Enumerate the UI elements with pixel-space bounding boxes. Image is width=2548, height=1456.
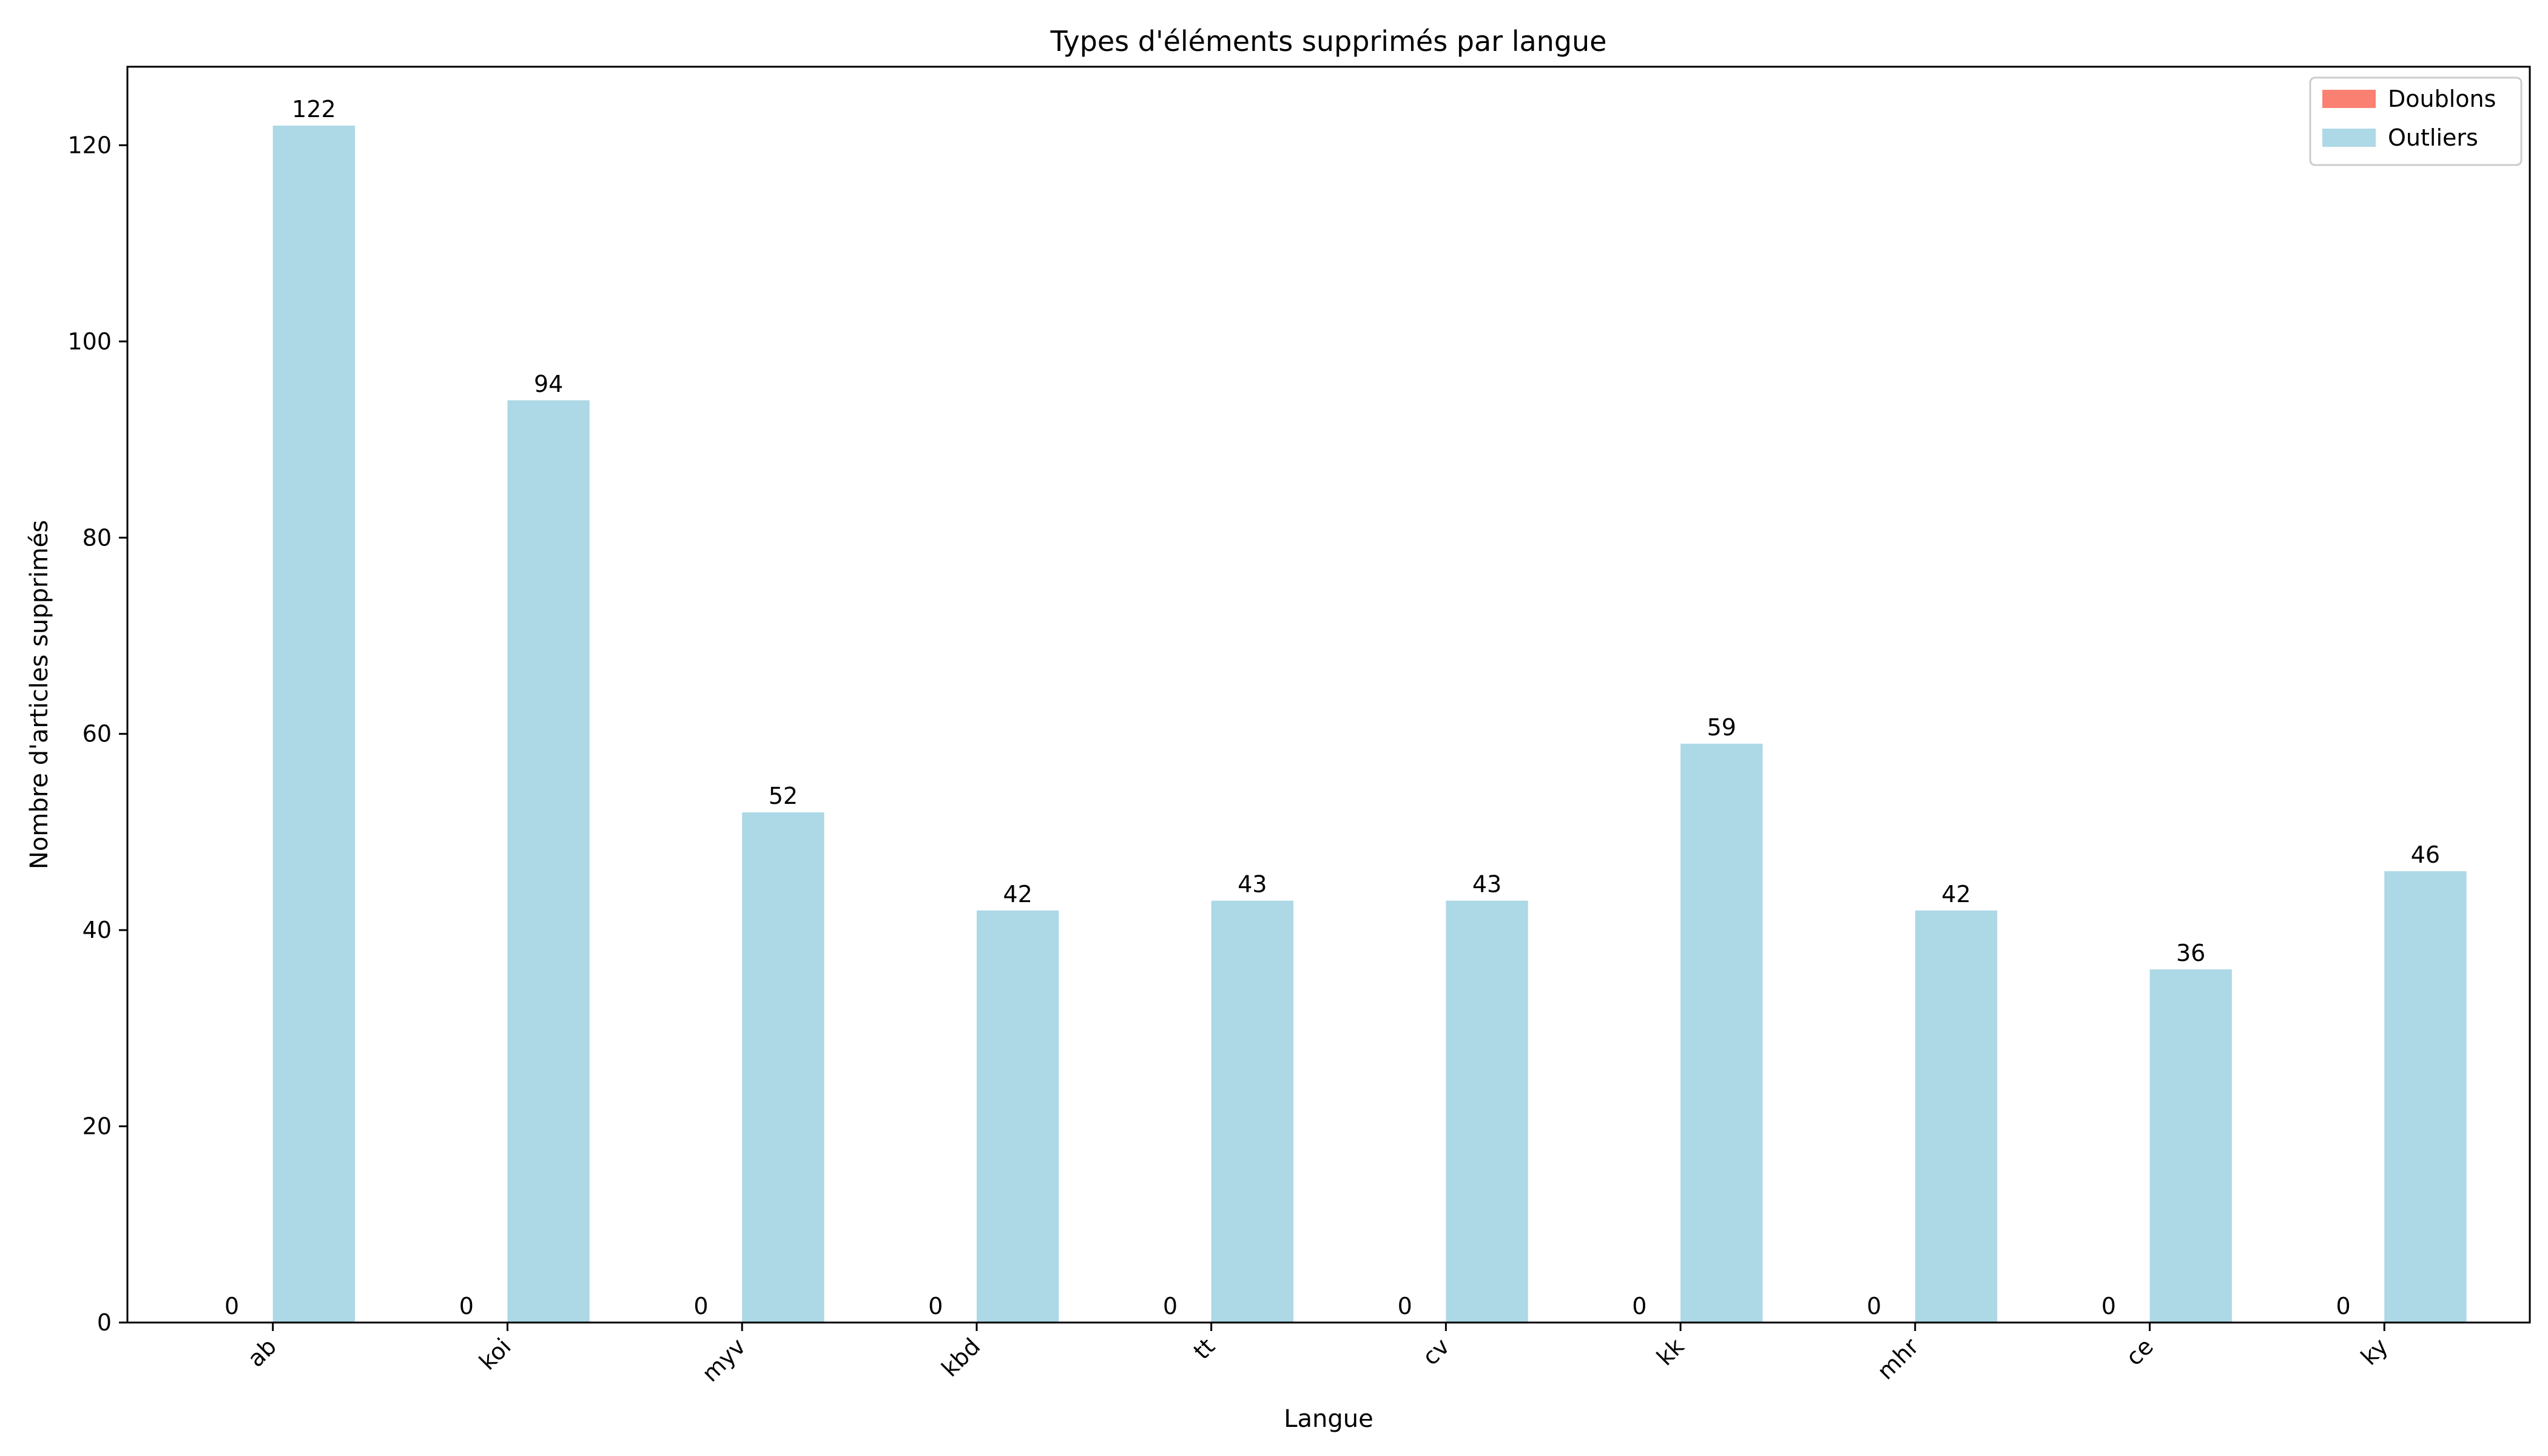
- legend-label-doublons: Doublons: [2388, 86, 2496, 112]
- bar-outliers-ab: [272, 126, 356, 1323]
- y-tick-label: 60: [83, 721, 112, 747]
- x-tick-label-myv: myv: [696, 1333, 750, 1387]
- x-tick-label-kk: kk: [1651, 1333, 1689, 1370]
- x-axis-label: Langue: [1284, 1405, 1373, 1433]
- y-tick-label: 40: [83, 917, 112, 943]
- legend: Doublons Outliers: [2309, 76, 2523, 166]
- x-tick-label-cv: cv: [1417, 1333, 1455, 1370]
- x-axis: ab koi myv kbd tt cv kk mhr ce ky: [242, 1323, 2393, 1387]
- data-label-outliers-ab: 122: [292, 96, 336, 123]
- data-label-doublons-mhr: 0: [1867, 1293, 1881, 1320]
- data-label-doublons-ky: 0: [2336, 1293, 2350, 1320]
- y-tick-label: 0: [97, 1309, 112, 1336]
- bar-outliers-koi: [507, 400, 590, 1323]
- y-axis: 0 20 40 60 80 100 120: [67, 132, 127, 1336]
- data-label-doublons-ab: 0: [224, 1293, 239, 1320]
- legend-swatch-outliers: [2322, 129, 2376, 147]
- bar-outliers-kbd: [976, 910, 1059, 1323]
- bar-outliers-mhr: [1915, 910, 1998, 1323]
- data-label-doublons-koi: 0: [459, 1293, 474, 1320]
- bar-outliers-kk: [1680, 743, 1763, 1323]
- data-label-outliers-kbd: 42: [1003, 881, 1032, 908]
- data-labels-layer: 0 0 0 0 0 0 0 0 0 0 122 94 52 42 43 43 59 42 36 46: [224, 96, 2440, 1320]
- data-label-outliers-ky: 46: [2411, 841, 2440, 868]
- x-tick-label-tt: tt: [1188, 1333, 1220, 1364]
- x-tick-label-koi: koi: [474, 1333, 516, 1375]
- y-axis-label: Nombre d'articles supprimés: [25, 520, 53, 869]
- data-label-outliers-tt: 43: [1238, 871, 1267, 898]
- y-tick-label: 120: [67, 132, 112, 158]
- data-label-doublons-cv: 0: [1398, 1293, 1412, 1320]
- data-label-doublons-tt: 0: [1163, 1293, 1178, 1320]
- data-label-outliers-ce: 36: [2176, 940, 2205, 966]
- y-tick-label: 100: [67, 328, 112, 355]
- bar-outliers-ky: [2384, 871, 2467, 1323]
- legend-swatch-doublons: [2322, 90, 2376, 108]
- plot-frame: [126, 66, 2531, 1324]
- data-label-doublons-kk: 0: [1632, 1293, 1646, 1320]
- chart-title: Types d'éléments supprimés par langue: [1050, 25, 1607, 58]
- x-tick-label-kbd: kbd: [936, 1333, 985, 1382]
- bar-outliers-myv: [742, 812, 824, 1323]
- data-label-outliers-koi: 94: [534, 371, 563, 397]
- y-tick-label: 20: [83, 1113, 112, 1140]
- data-label-outliers-mhr: 42: [1941, 881, 1970, 908]
- bars-layer: [272, 126, 2467, 1323]
- data-label-outliers-myv: 52: [769, 783, 798, 809]
- y-tick-label: 80: [83, 524, 112, 551]
- data-label-outliers-kk: 59: [1707, 714, 1736, 741]
- x-tick-label-ky: ky: [2356, 1333, 2393, 1370]
- data-label-outliers-cv: 43: [1472, 871, 1502, 898]
- x-tick-label-mhr: mhr: [1872, 1333, 1924, 1385]
- x-tick-label-ce: ce: [2120, 1333, 2158, 1370]
- data-label-doublons-ce: 0: [2101, 1293, 2116, 1320]
- data-label-doublons-myv: 0: [693, 1293, 708, 1320]
- data-label-doublons-kbd: 0: [928, 1293, 943, 1320]
- legend-label-outliers: Outliers: [2388, 124, 2478, 151]
- x-tick-label-ab: ab: [242, 1333, 281, 1372]
- bar-outliers-tt: [1211, 900, 1293, 1323]
- bar-outliers-ce: [2149, 969, 2232, 1323]
- bar-outliers-cv: [1446, 900, 1528, 1323]
